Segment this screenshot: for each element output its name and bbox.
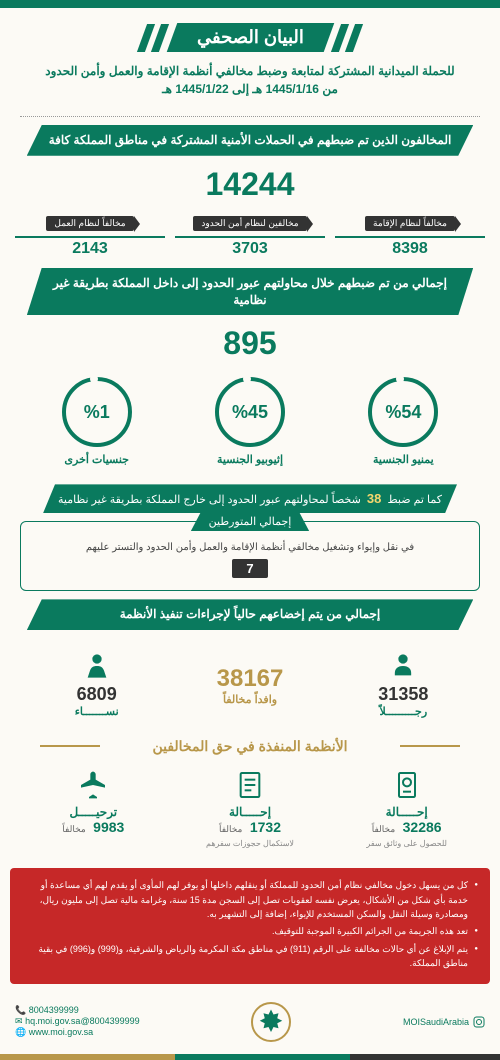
people-item-male: 31358 رجـــــــــلاً <box>327 652 480 718</box>
stat-item: مخالفاً لنظام العمل 2143 <box>15 213 165 258</box>
footer-social: MOISaudiArabia <box>403 1016 485 1028</box>
stat-item: مخالفين لنظام أمن الحدود 3703 <box>175 213 325 258</box>
section1-banner: المخالفون الذين تم ضبطهم في الحملات الأم… <box>15 125 485 156</box>
icon-stat-passport: إحـــــالة 32286 مخالفاً للحصول على وثائ… <box>328 769 485 848</box>
circle-item: %1 جنسيات أخرى <box>62 377 132 466</box>
section3: كما تم ضبط 38 شخصاً لمحاولتهم عبور الحدو… <box>15 484 485 513</box>
passport-icon <box>391 769 423 801</box>
bottom-strip <box>0 1054 500 1060</box>
icon-stat-plane: ترحيـــــل 9983 مخالفاً <box>15 769 172 848</box>
footer: MOISaudiArabia 8004399999 📞 8004399999@h… <box>0 994 500 1054</box>
subtitle: للحملة الميدانية المشتركة لمتابعة وضبط م… <box>20 62 480 98</box>
people-stats: 31358 رجـــــــــلاً 38167 وافداً مخالفا… <box>0 640 500 730</box>
people-item-female: 6809 نســـــــاء <box>20 652 173 718</box>
section2-total: 895 <box>0 325 500 362</box>
circle-item: %54 يمنيو الجنسية <box>368 377 438 466</box>
document-icon <box>234 769 266 801</box>
header: البيان الصحفي للحملة الميدانية المشتركة … <box>0 8 500 108</box>
section1-total: 14244 <box>0 166 500 203</box>
section6-title: الأنظمة المنفذة في حق المخالفين <box>0 730 500 759</box>
top-bar <box>0 0 500 8</box>
circles-row: %54 يمنيو الجنسية %45 إثيوبيو الجنسية %1… <box>0 367 500 476</box>
page-title: البيان الصحفي <box>197 27 304 48</box>
section1-stats: مخالفاً لنظام الإقامة 8398 مخالفين لنظام… <box>0 208 500 268</box>
section4-box: إجمالي المتورطين في نقل وإيواء وتشغيل مخ… <box>20 521 480 591</box>
moi-logo <box>251 1002 291 1042</box>
title-ribbon: البيان الصحفي <box>139 23 361 52</box>
male-icon <box>389 652 417 680</box>
warning-item: يتم الإبلاغ عن أي حالات مخالفة على الرقم… <box>22 942 478 971</box>
section2-banner: إجمالي من تم ضبطهم خلال محاولتهم عبور ال… <box>15 268 485 316</box>
people-item-total: 38167 وافداً مخالفاً <box>173 665 326 706</box>
warning-item: تعد هذه الجريمة من الجرائم الكبيرة الموج… <box>22 924 478 938</box>
icon-stats: إحـــــالة 32286 مخالفاً للحصول على وثائ… <box>0 759 500 863</box>
infographic-container: البيان الصحفي للحملة الميدانية المشتركة … <box>0 0 500 1060</box>
stat-item: مخالفاً لنظام الإقامة 8398 <box>335 213 485 258</box>
warnings-box: كل من يسهل دخول مخالفي نظام أمن الحدود ل… <box>10 868 490 983</box>
icon-stat-document: إحـــــالة 1732 مخالفاً لاستكمال حجوزات … <box>172 769 329 848</box>
plane-icon <box>77 769 109 801</box>
social-icon <box>473 1016 485 1028</box>
circle-item: %45 إثيوبيو الجنسية <box>215 377 285 466</box>
section5-banner: إجمالي من يتم إخضاعهم حالياً لإجراءات تن… <box>15 599 485 630</box>
emblem-icon <box>256 1007 286 1037</box>
female-icon <box>83 652 111 680</box>
warning-item: كل من يسهل دخول مخالفي نظام أمن الحدود ل… <box>22 878 478 921</box>
footer-contacts: 8004399999 📞 8004399999@hq.moi.gov.sa ✉ … <box>15 1005 140 1038</box>
